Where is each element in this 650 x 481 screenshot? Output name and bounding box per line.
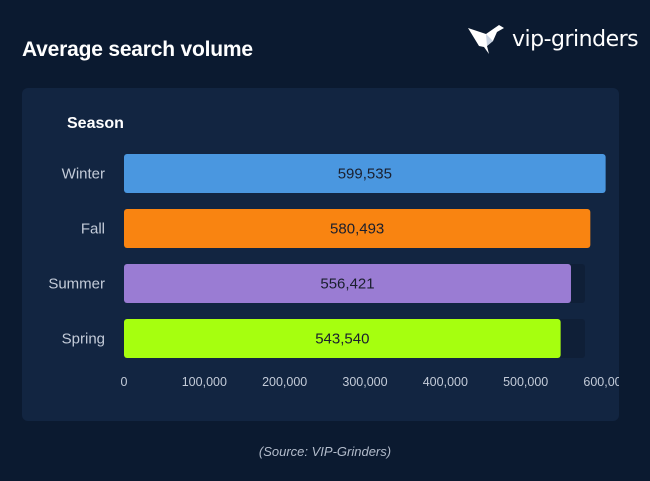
bar-spring xyxy=(124,319,561,358)
bar-winter xyxy=(124,154,606,193)
bar-fall xyxy=(124,209,591,248)
x-tick-label: 300,000 xyxy=(342,375,387,389)
source-note: (Source: VIP-Grinders) xyxy=(258,444,392,459)
hummingbird-logo-icon xyxy=(468,25,504,54)
x-tick-label: 600,000 xyxy=(583,375,619,389)
category-label: Summer xyxy=(48,276,105,293)
brand-name: vip-grinders xyxy=(512,26,639,52)
chart-panel: Season Winter 599,535 Fall 580,493 Summer 556,… xyxy=(22,88,619,421)
data-label: 543,540 xyxy=(315,331,369,348)
data-label: 580,493 xyxy=(330,221,384,238)
x-tick-label: 100,000 xyxy=(182,375,227,389)
bar-chart: Season Winter 599,535 Fall 580,493 Summer 556,… xyxy=(48,115,619,389)
category-label: Spring xyxy=(62,331,105,348)
bar-summer xyxy=(124,264,571,303)
brand-logo: vip-grinders xyxy=(466,22,639,56)
x-tick-label: 200,000 xyxy=(262,375,307,389)
chart-title: Average search volume xyxy=(22,38,253,61)
category-label: Winter xyxy=(62,166,105,183)
x-tick-label: 400,000 xyxy=(423,375,468,389)
data-label: 599,535 xyxy=(338,166,392,183)
x-tick-label: 500,000 xyxy=(503,375,548,389)
x-tick-label: 0 xyxy=(121,375,128,389)
category-label: Fall xyxy=(81,221,105,238)
data-label: 556,421 xyxy=(320,276,374,293)
axis-title: Season xyxy=(67,115,124,132)
